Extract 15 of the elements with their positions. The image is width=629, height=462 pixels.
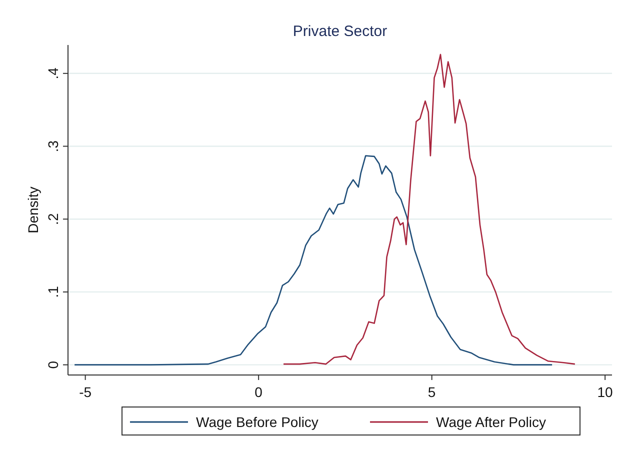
legend-label: Wage Before Policy xyxy=(196,414,318,430)
legend-label: Wage After Policy xyxy=(436,414,546,430)
x-tick-label: -5 xyxy=(79,384,92,400)
line-series xyxy=(74,155,553,366)
x-tick-label: 5 xyxy=(428,384,436,400)
y-tick-label: 0 xyxy=(45,360,61,369)
y-tick-label: .2 xyxy=(45,213,61,225)
y-tick-label: .4 xyxy=(45,67,61,80)
chart-title: Private Sector xyxy=(292,23,388,40)
y-tick-label: .1 xyxy=(45,286,61,298)
y-axis-title: Density xyxy=(25,186,41,234)
line-series xyxy=(282,54,576,365)
x-tick-label: 10 xyxy=(597,384,614,400)
x-tick-label: 0 xyxy=(254,384,263,400)
y-tick-label: .3 xyxy=(45,140,61,152)
